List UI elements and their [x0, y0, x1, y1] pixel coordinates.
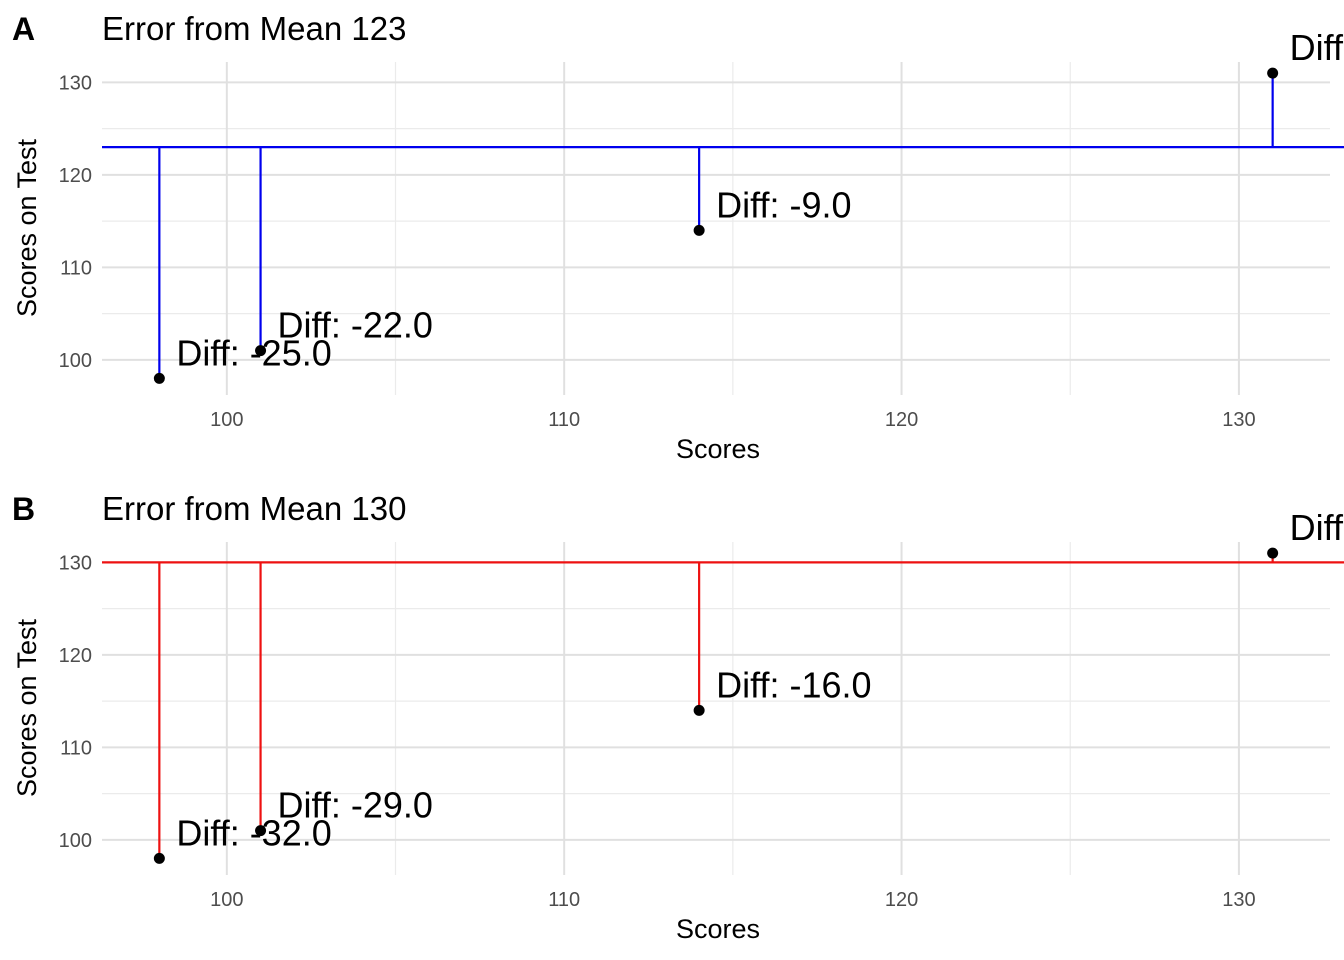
data-point [255, 345, 267, 357]
y-tick-label: 110 [60, 257, 92, 279]
y-tick-label: 120 [59, 165, 92, 187]
y-tick-label: 100 [59, 350, 92, 372]
y-tick-label: 130 [59, 72, 92, 94]
x-tick-label: 130 [1222, 889, 1255, 911]
data-point [1267, 67, 1279, 79]
panel-tag: B [12, 491, 35, 527]
diff-label: Diff: -25.0 [176, 332, 331, 373]
data-point [153, 852, 165, 864]
grid [102, 62, 1330, 395]
x-axis-label: Scores [676, 914, 760, 944]
x-tick-label: 120 [885, 409, 918, 431]
x-tick-label: 100 [210, 889, 243, 911]
y-tick-label: 120 [59, 645, 92, 667]
x-axis-label: Scores [676, 434, 760, 464]
y-tick-label: 100 [59, 830, 92, 852]
x-tick-label: 130 [1222, 409, 1255, 431]
diff-label: Diff: 1.0 [1290, 507, 1344, 548]
panel-b: B Error from Mean 130 100 110 120 130 100 110 12… [12, 490, 1344, 944]
panel-title: Error from Mean 130 [102, 490, 406, 527]
diff-label: Diff: -16.0 [716, 664, 871, 705]
x-tick-label: 100 [210, 409, 243, 431]
diff-label: Diff: -29.0 [278, 785, 433, 826]
data-point [693, 704, 705, 716]
diff-label: Diff: -32.0 [176, 812, 331, 853]
data-point [153, 372, 165, 384]
x-tick-label: 110 [548, 889, 580, 911]
panel-tag: A [12, 11, 35, 47]
panel-title: Error from Mean 123 [102, 10, 406, 47]
diff-label: Diff: -22.0 [278, 305, 433, 346]
data-point [1267, 547, 1279, 559]
y-tick-label: 110 [60, 737, 92, 759]
y-axis-label: Scores on Test [12, 618, 42, 797]
diff-label: Diff: 8.0 [1290, 27, 1344, 68]
x-tick-label: 110 [548, 409, 580, 431]
diff-label: Diff: -9.0 [716, 184, 851, 225]
data-point [255, 825, 267, 837]
panel-a: A Error from Mean 123 100 110 120 130 100 110 12… [12, 10, 1344, 464]
y-tick-label: 130 [59, 552, 92, 574]
data-point [693, 224, 705, 236]
x-tick-label: 120 [885, 889, 918, 911]
y-axis-label: Scores on Test [12, 138, 42, 317]
